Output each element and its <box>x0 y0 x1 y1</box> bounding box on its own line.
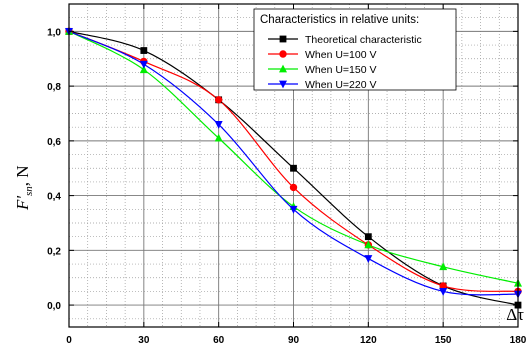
data-point-series-2 <box>289 183 298 192</box>
data-point-series-4 <box>214 121 223 129</box>
data-point-series-3 <box>214 133 223 142</box>
data-point-series-2 <box>439 282 447 290</box>
data-point-series-2 <box>214 96 223 104</box>
legend-title: Characteristics in relative units: <box>260 14 419 26</box>
legend-items: Theoretical characteristic When U=100 V Wh… <box>268 34 422 91</box>
y-tick-label: 0,4 <box>47 192 61 203</box>
y-tick-label: 0,2 <box>47 246 61 257</box>
data-point-series-3 <box>439 262 448 271</box>
data-point-series-4 <box>139 60 148 69</box>
data-point-series-3 <box>364 240 373 249</box>
y-tick-label: 0,6 <box>47 137 61 148</box>
data-point-series-3 <box>139 65 148 74</box>
x-axis-title: Δτ <box>506 305 524 324</box>
legend-label-3: When U=150 V <box>305 64 377 76</box>
legend-box <box>253 8 457 91</box>
major-grid <box>68 4 519 327</box>
y-tick-labels: 0,0 0,2 0,4 0,6 0,8 1,0 <box>47 27 61 312</box>
x-tick-label: 60 <box>213 335 225 346</box>
y-axis-title-sub: sn <box>23 186 35 196</box>
x-tick-label: 180 <box>510 335 527 346</box>
y-axis-title-main: F' <box>13 196 32 211</box>
legend-label-4: When U=220 V <box>305 79 377 91</box>
legend-marker-1 <box>279 35 287 43</box>
data-point-series-1 <box>290 164 297 172</box>
data-point-series-4 <box>289 205 298 214</box>
legend-label-2: When U=100 V <box>305 49 377 61</box>
legend: Characteristics in relative units: Theor… <box>253 8 457 91</box>
x-tick-label: 150 <box>435 335 452 346</box>
legend-marker-3 <box>279 64 287 73</box>
x-tick-label: 90 <box>288 335 300 346</box>
data-point-series-4 <box>364 255 373 263</box>
legend-marker-4 <box>279 80 287 89</box>
axis-ticks <box>68 4 519 327</box>
legend-marker-2 <box>279 50 287 58</box>
y-axis-title: F'sn, N <box>13 165 35 211</box>
data-point-series-4 <box>439 288 448 296</box>
x-tick-label: 0 <box>66 335 72 346</box>
y-axis-title-unit: , N <box>13 165 32 186</box>
y-tick-label: 0,0 <box>47 301 61 312</box>
x-tick-labels: 0 30 60 90 120 150 180 <box>66 335 527 346</box>
data-point-series-1 <box>364 233 372 241</box>
x-tick-label: 120 <box>360 335 377 346</box>
legend-label-1: Theoretical characteristic <box>305 34 422 46</box>
y-tick-label: 0,8 <box>47 82 61 93</box>
x-tick-label: 30 <box>138 335 150 346</box>
data-point-series-1 <box>140 47 148 54</box>
y-tick-label: 1,0 <box>47 27 61 38</box>
